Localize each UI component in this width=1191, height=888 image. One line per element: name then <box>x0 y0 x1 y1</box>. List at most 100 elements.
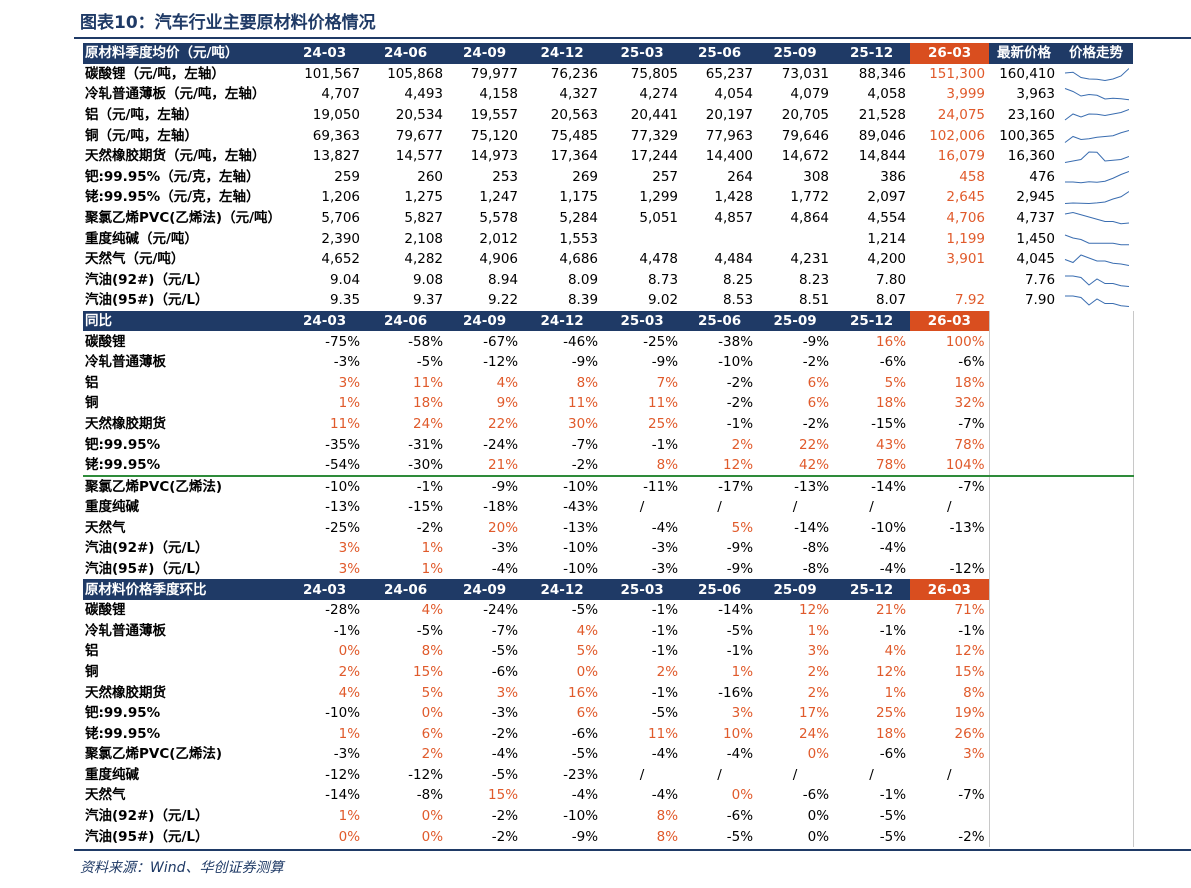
trend-sparkline-cell <box>1059 84 1133 105</box>
value-cell: 3% <box>496 684 519 701</box>
value-cell: -2% <box>522 454 603 477</box>
value-cell: -4% <box>651 746 679 763</box>
sparkline-path <box>1064 68 1130 81</box>
sparkline-path <box>1065 295 1130 308</box>
empty-cell <box>1059 641 1134 662</box>
value-cell: -8% <box>802 540 830 557</box>
empty-cell <box>1059 599 1134 621</box>
value-cell: 3% <box>338 560 361 577</box>
empty-header-cell <box>1059 310 1134 332</box>
value-cell: -1% <box>958 622 985 639</box>
value-cell: -54% <box>285 454 365 477</box>
value-cell: 15% <box>488 787 519 804</box>
value-cell: 0% <box>338 828 361 845</box>
value-cell: -2% <box>726 395 754 412</box>
value-cell: 32% <box>954 395 985 412</box>
row-label: 汽油(95#)（元/L） <box>85 292 209 309</box>
value-cell: 4,079 <box>790 86 830 103</box>
value-cell: 4,478 <box>639 251 679 268</box>
value-cell: 4,706 <box>946 210 986 227</box>
value-cell: 9.02 <box>647 292 679 309</box>
latest-price-cell: 23,160 <box>1007 107 1056 124</box>
period-header-25-06: 25-06 <box>682 43 758 64</box>
value-cell: 458 <box>959 168 986 185</box>
value-cell: 1% <box>731 663 754 680</box>
value-cell: 3% <box>731 705 754 722</box>
sparkline <box>1065 191 1130 205</box>
value-cell: -5% <box>571 746 599 763</box>
value-cell: 1% <box>338 725 361 742</box>
value-cell: 8.94 <box>487 271 519 288</box>
period-header-24-06: 24-06 <box>364 310 448 332</box>
row-label: 天然橡胶期货 <box>85 415 166 432</box>
row-label: 冷轧普通薄板（元/吨，左轴） <box>85 86 266 103</box>
row-label: 天然气（元/吨） <box>85 251 185 268</box>
row-label: 钯:99.95% <box>85 436 161 453</box>
empty-cell <box>1059 413 1134 435</box>
trend-sparkline-cell <box>1059 270 1133 291</box>
value-cell: 0% <box>421 828 444 845</box>
table-row: 碳酸锂（元/吨，左轴） 101,567 105,868 79,977 76,236 75,… <box>83 64 1133 85</box>
empty-cell <box>1059 454 1134 477</box>
empty-cell <box>1059 331 1134 352</box>
value-cell: 1% <box>338 395 361 412</box>
value-cell: -25% <box>643 333 679 350</box>
value-cell: 14,844 <box>858 148 907 165</box>
value-cell: 1% <box>807 622 830 639</box>
row-label: 汽油(95#)（元/L） <box>85 560 209 577</box>
value-cell: -7% <box>491 622 519 639</box>
table-row: 汽油(95#)（元/L） 9.35 9.37 9.22 8.39 9.02 8.53 8.51… <box>83 290 1133 311</box>
table-row: 聚氯乙烯PVC(乙烯法)（元/吨） 5,706 5,827 5,578 5,284 5,0… <box>83 208 1133 229</box>
value-cell: 14,672 <box>781 148 830 165</box>
row-label: 铝 <box>85 374 99 391</box>
value-cell: 6% <box>576 705 599 722</box>
empty-cell <box>988 620 1060 642</box>
value-cell: -7% <box>958 415 985 432</box>
top-rule <box>74 37 1191 39</box>
value-cell: 1,247 <box>479 189 519 206</box>
empty-cell <box>988 764 1060 786</box>
table-row: 天然气（元/吨） 4,652 4,282 4,906 4,686 4,478 4,484 4,… <box>83 249 1133 270</box>
value-cell: -3% <box>333 354 361 371</box>
row-label: 重度纯碱（元/吨） <box>85 230 198 247</box>
empty-cell <box>1059 351 1134 373</box>
empty-cell <box>988 393 1060 414</box>
value-cell: 5,827 <box>404 210 444 227</box>
value-cell: -1% <box>333 622 361 639</box>
value-cell: 9.08 <box>412 271 444 288</box>
trend-sparkline-cell <box>1059 64 1133 85</box>
value-cell: 4% <box>338 684 361 701</box>
trend-sparkline-cell <box>1059 167 1133 188</box>
value-cell: 1% <box>421 560 444 577</box>
value-cell: -3% <box>333 746 361 763</box>
value-cell: 12% <box>954 643 985 660</box>
value-cell: -2% <box>958 828 985 845</box>
empty-header-cell <box>1059 579 1134 600</box>
value-cell: 79,977 <box>470 65 519 82</box>
value-cell: 20,441 <box>630 107 679 124</box>
section-header-row: 原材料季度均价（元/吨） 24-03 24-06 24-09 24-12 25-03 25-… <box>83 43 1134 64</box>
value-cell: 2,012 <box>479 230 519 247</box>
trend-sparkline-cell <box>1059 290 1133 311</box>
value-cell: 20,563 <box>550 107 599 124</box>
period-header-24-12: 24-12 <box>522 310 603 332</box>
value-cell: 11% <box>330 415 361 432</box>
latest-price-cell: 7.76 <box>1024 271 1056 288</box>
value-cell: -2% <box>491 808 519 825</box>
table-row: 碳酸锂 -28% 4% -24% -5% -1% -14% 12% 21% 71% <box>83 599 1134 621</box>
value-cell: 19,557 <box>470 107 519 124</box>
table-row: 天然气 -14% -8% 15% -4% -4% 0% -6% -1% -7% <box>83 785 1134 806</box>
value-cell: -9% <box>571 354 599 371</box>
value-cell: 24% <box>413 415 444 432</box>
value-cell: 5% <box>731 519 754 536</box>
empty-cell <box>1059 702 1134 724</box>
value-cell: -8% <box>416 787 444 804</box>
row-label: 钯:99.95%（元/克，左轴） <box>85 168 260 185</box>
value-cell: -6% <box>879 746 907 763</box>
value-cell: -17% <box>718 478 754 495</box>
value-cell: -3% <box>491 540 519 557</box>
value-cell: -4% <box>491 746 519 763</box>
sparkline <box>1064 88 1130 101</box>
table-row: 铝 0% 8% -5% 5% -1% -1% 3% 4% 12% <box>83 641 1134 662</box>
row-label: 汽油(92#)（元/L） <box>85 540 209 557</box>
